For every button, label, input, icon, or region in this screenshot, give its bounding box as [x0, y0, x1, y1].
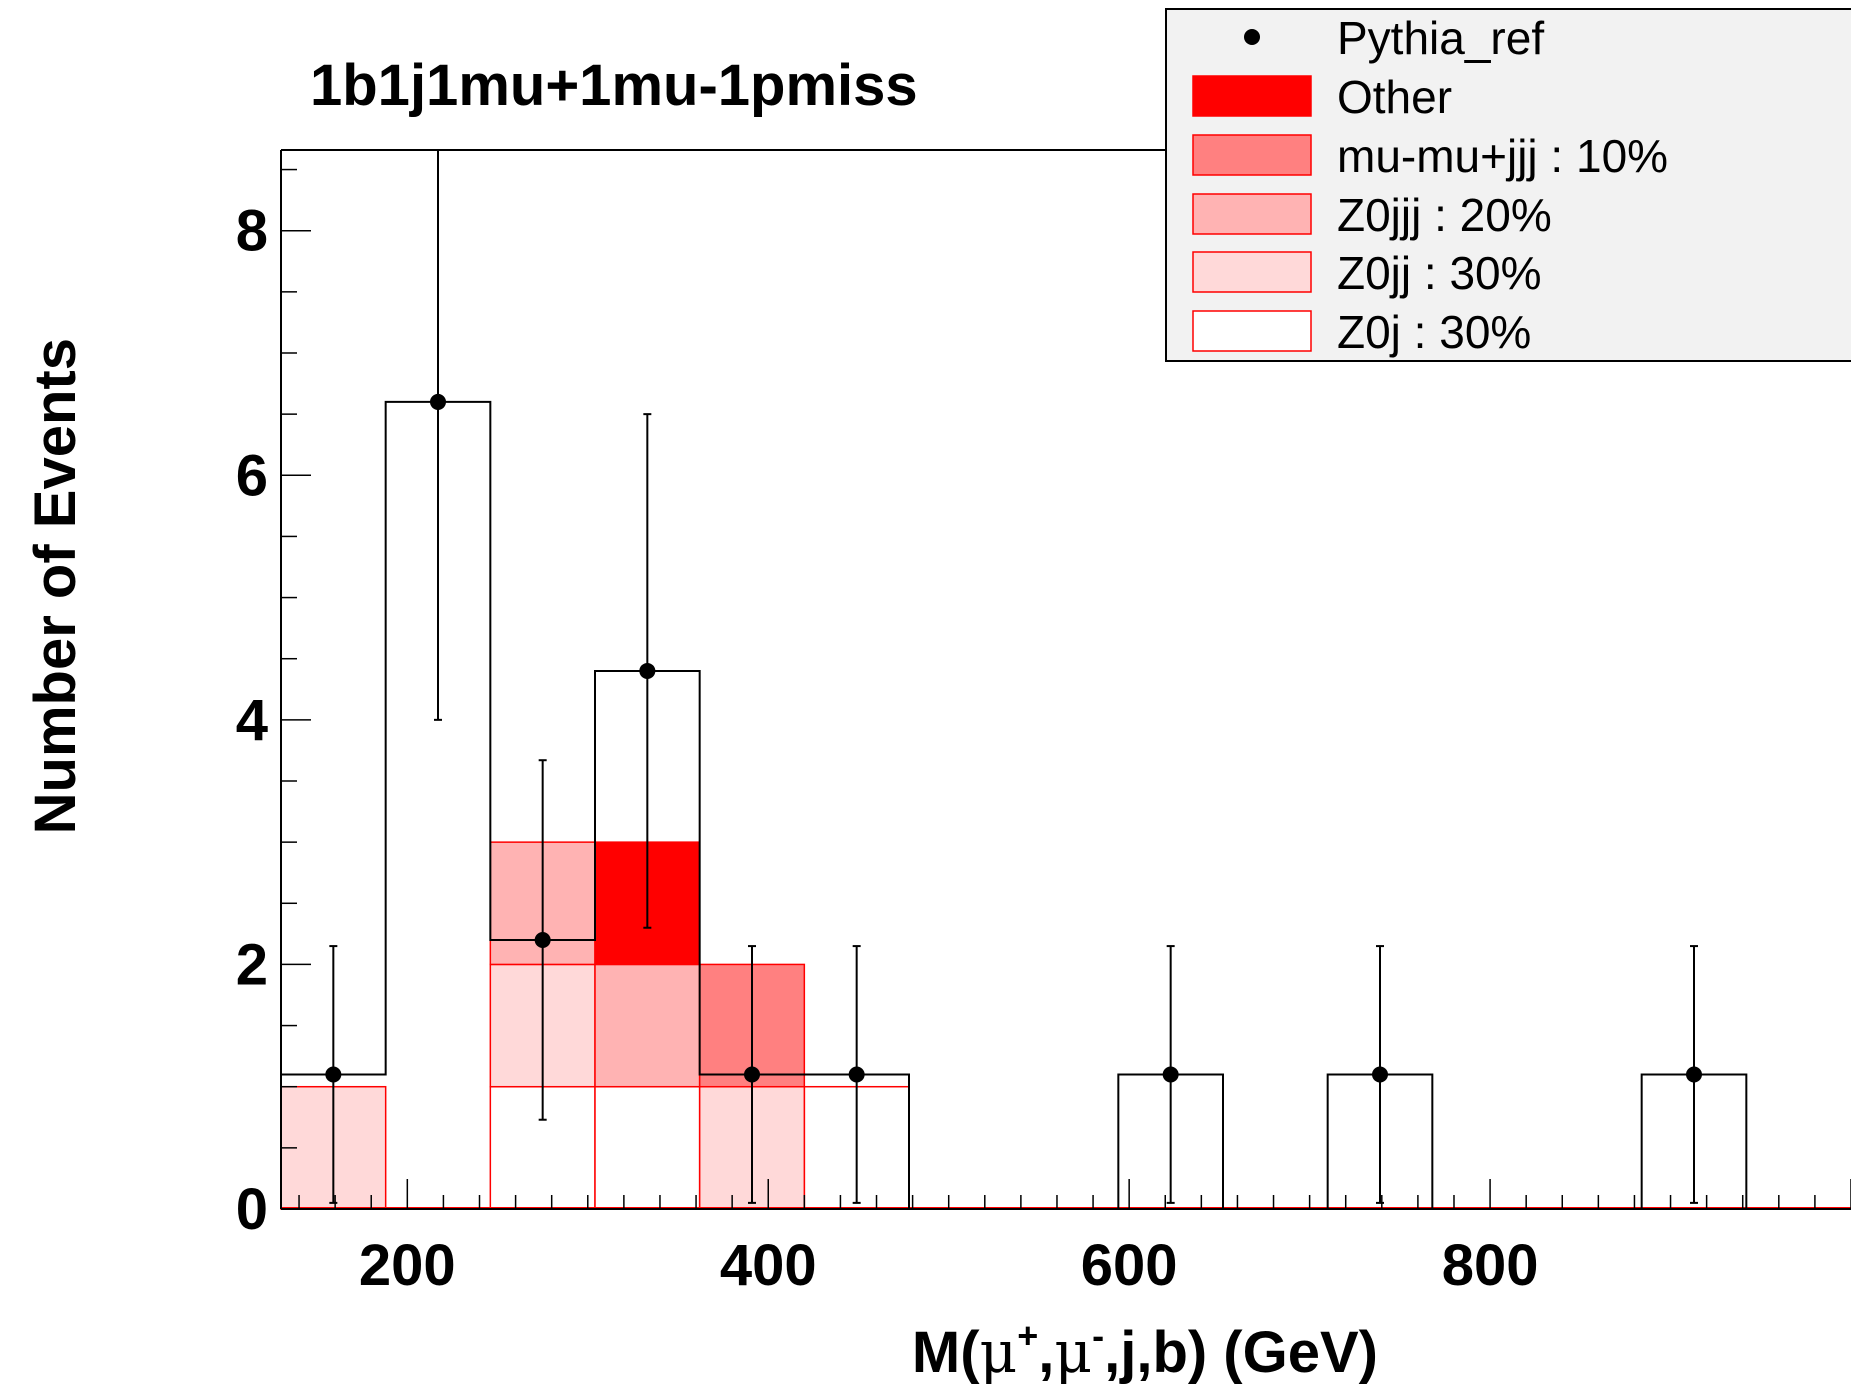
data-point-14: [1686, 1066, 1702, 1083]
legend-box: [1165, 8, 1851, 362]
legend-swatch-4: [1192, 193, 1312, 235]
axes: 0 2 4 6 8 200 400 600 800: [236, 149, 1851, 1298]
y-tick-label: 6: [236, 443, 268, 508]
plot-title: 1b1j1mu+1mu-1pmiss: [310, 53, 918, 118]
data-point-2: [430, 393, 446, 410]
x-tick-label: 400: [720, 1233, 817, 1298]
stack-bar-3-bin-4: [594, 963, 701, 1088]
data-point-5: [744, 1066, 760, 1083]
x-tick-label: 800: [1442, 1233, 1539, 1298]
stack-histogram: [280, 841, 1851, 1210]
legend-label-5: Z0jj : 30%: [1337, 247, 1542, 299]
y-tick-label: 8: [236, 199, 268, 264]
legend-label-1: Pythia_ref: [1337, 12, 1544, 64]
legend-marker-reference: [1244, 29, 1260, 45]
y-tick-label: 4: [236, 688, 268, 753]
data-point-1: [325, 1066, 342, 1083]
legend-swatch-2: [1192, 75, 1312, 117]
data-point-4: [639, 662, 656, 679]
legend-swatch-5: [1192, 251, 1312, 293]
legend-label-3: mu-mu+jjj : 10%: [1337, 130, 1668, 182]
data-point-9: [1162, 1066, 1179, 1083]
legend-label-2: Other: [1337, 71, 1452, 123]
x-tick-label: 200: [359, 1233, 456, 1298]
legend-swatch-6: [1192, 310, 1312, 352]
legend-swatch-3: [1192, 134, 1312, 176]
y-tick-label: 0: [236, 1177, 268, 1242]
legend-label-6: Z0j : 30%: [1337, 306, 1531, 358]
x-axis-title: M(μ+,μ-,j,b) (GeV): [912, 1315, 1378, 1386]
data-point-3: [534, 931, 551, 948]
stack-bar-1-bin-4: [594, 1085, 701, 1210]
x-tick-label: 600: [1081, 1233, 1178, 1298]
data-point-6: [848, 1066, 865, 1083]
legend-label-4: Z0jjj : 20%: [1337, 189, 1552, 241]
data-point-11: [1372, 1066, 1388, 1083]
legend: Pythia_ref Other mu-mu+jjj : 10% Z0jjj : 20…: [1165, 8, 1851, 362]
y-tick-label: 2: [236, 932, 268, 997]
y-axis-title: Number of Events: [23, 338, 88, 834]
